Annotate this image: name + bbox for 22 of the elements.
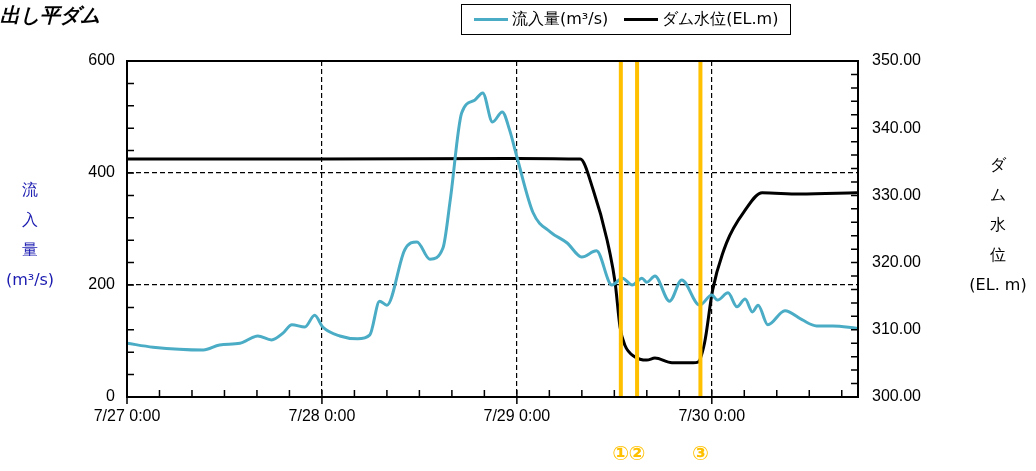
y-tick-label: 0: [106, 387, 116, 405]
y2-tick-label: 330.00: [872, 185, 922, 203]
ref-line-label: ②: [628, 441, 646, 466]
y-axis-title: 流入量(m³/s): [4, 179, 56, 291]
y-tick-label: 600: [88, 51, 116, 69]
y2-tick-label: 320.00: [872, 253, 922, 271]
chart-title: 出し平ダム: [0, 2, 100, 29]
x-tick-label: 7/29 0:00: [483, 407, 551, 425]
x-tick-label: 7/28 0:00: [288, 407, 356, 425]
x-tick-label: 7/27 0:00: [93, 407, 161, 425]
ref-line-label: ③: [691, 441, 709, 466]
y2-axis-title: ダム水位(EL. m): [968, 154, 1028, 296]
y2-tick-label: 310.00: [872, 320, 922, 338]
y-tick-label: 400: [88, 163, 116, 181]
x-tick-label: 7/30 0:00: [678, 407, 746, 425]
y-tick-label: 200: [88, 275, 116, 293]
legend-label: 流入量(m³/s): [512, 9, 609, 30]
ref-line-label: ①: [612, 441, 630, 466]
legend-label: ダム水位(EL.m): [662, 9, 779, 30]
y2-tick-label: 340.00: [872, 118, 922, 136]
y2-tick-label: 300.00: [872, 387, 922, 405]
y2-tick-label: 350.00: [872, 51, 922, 69]
